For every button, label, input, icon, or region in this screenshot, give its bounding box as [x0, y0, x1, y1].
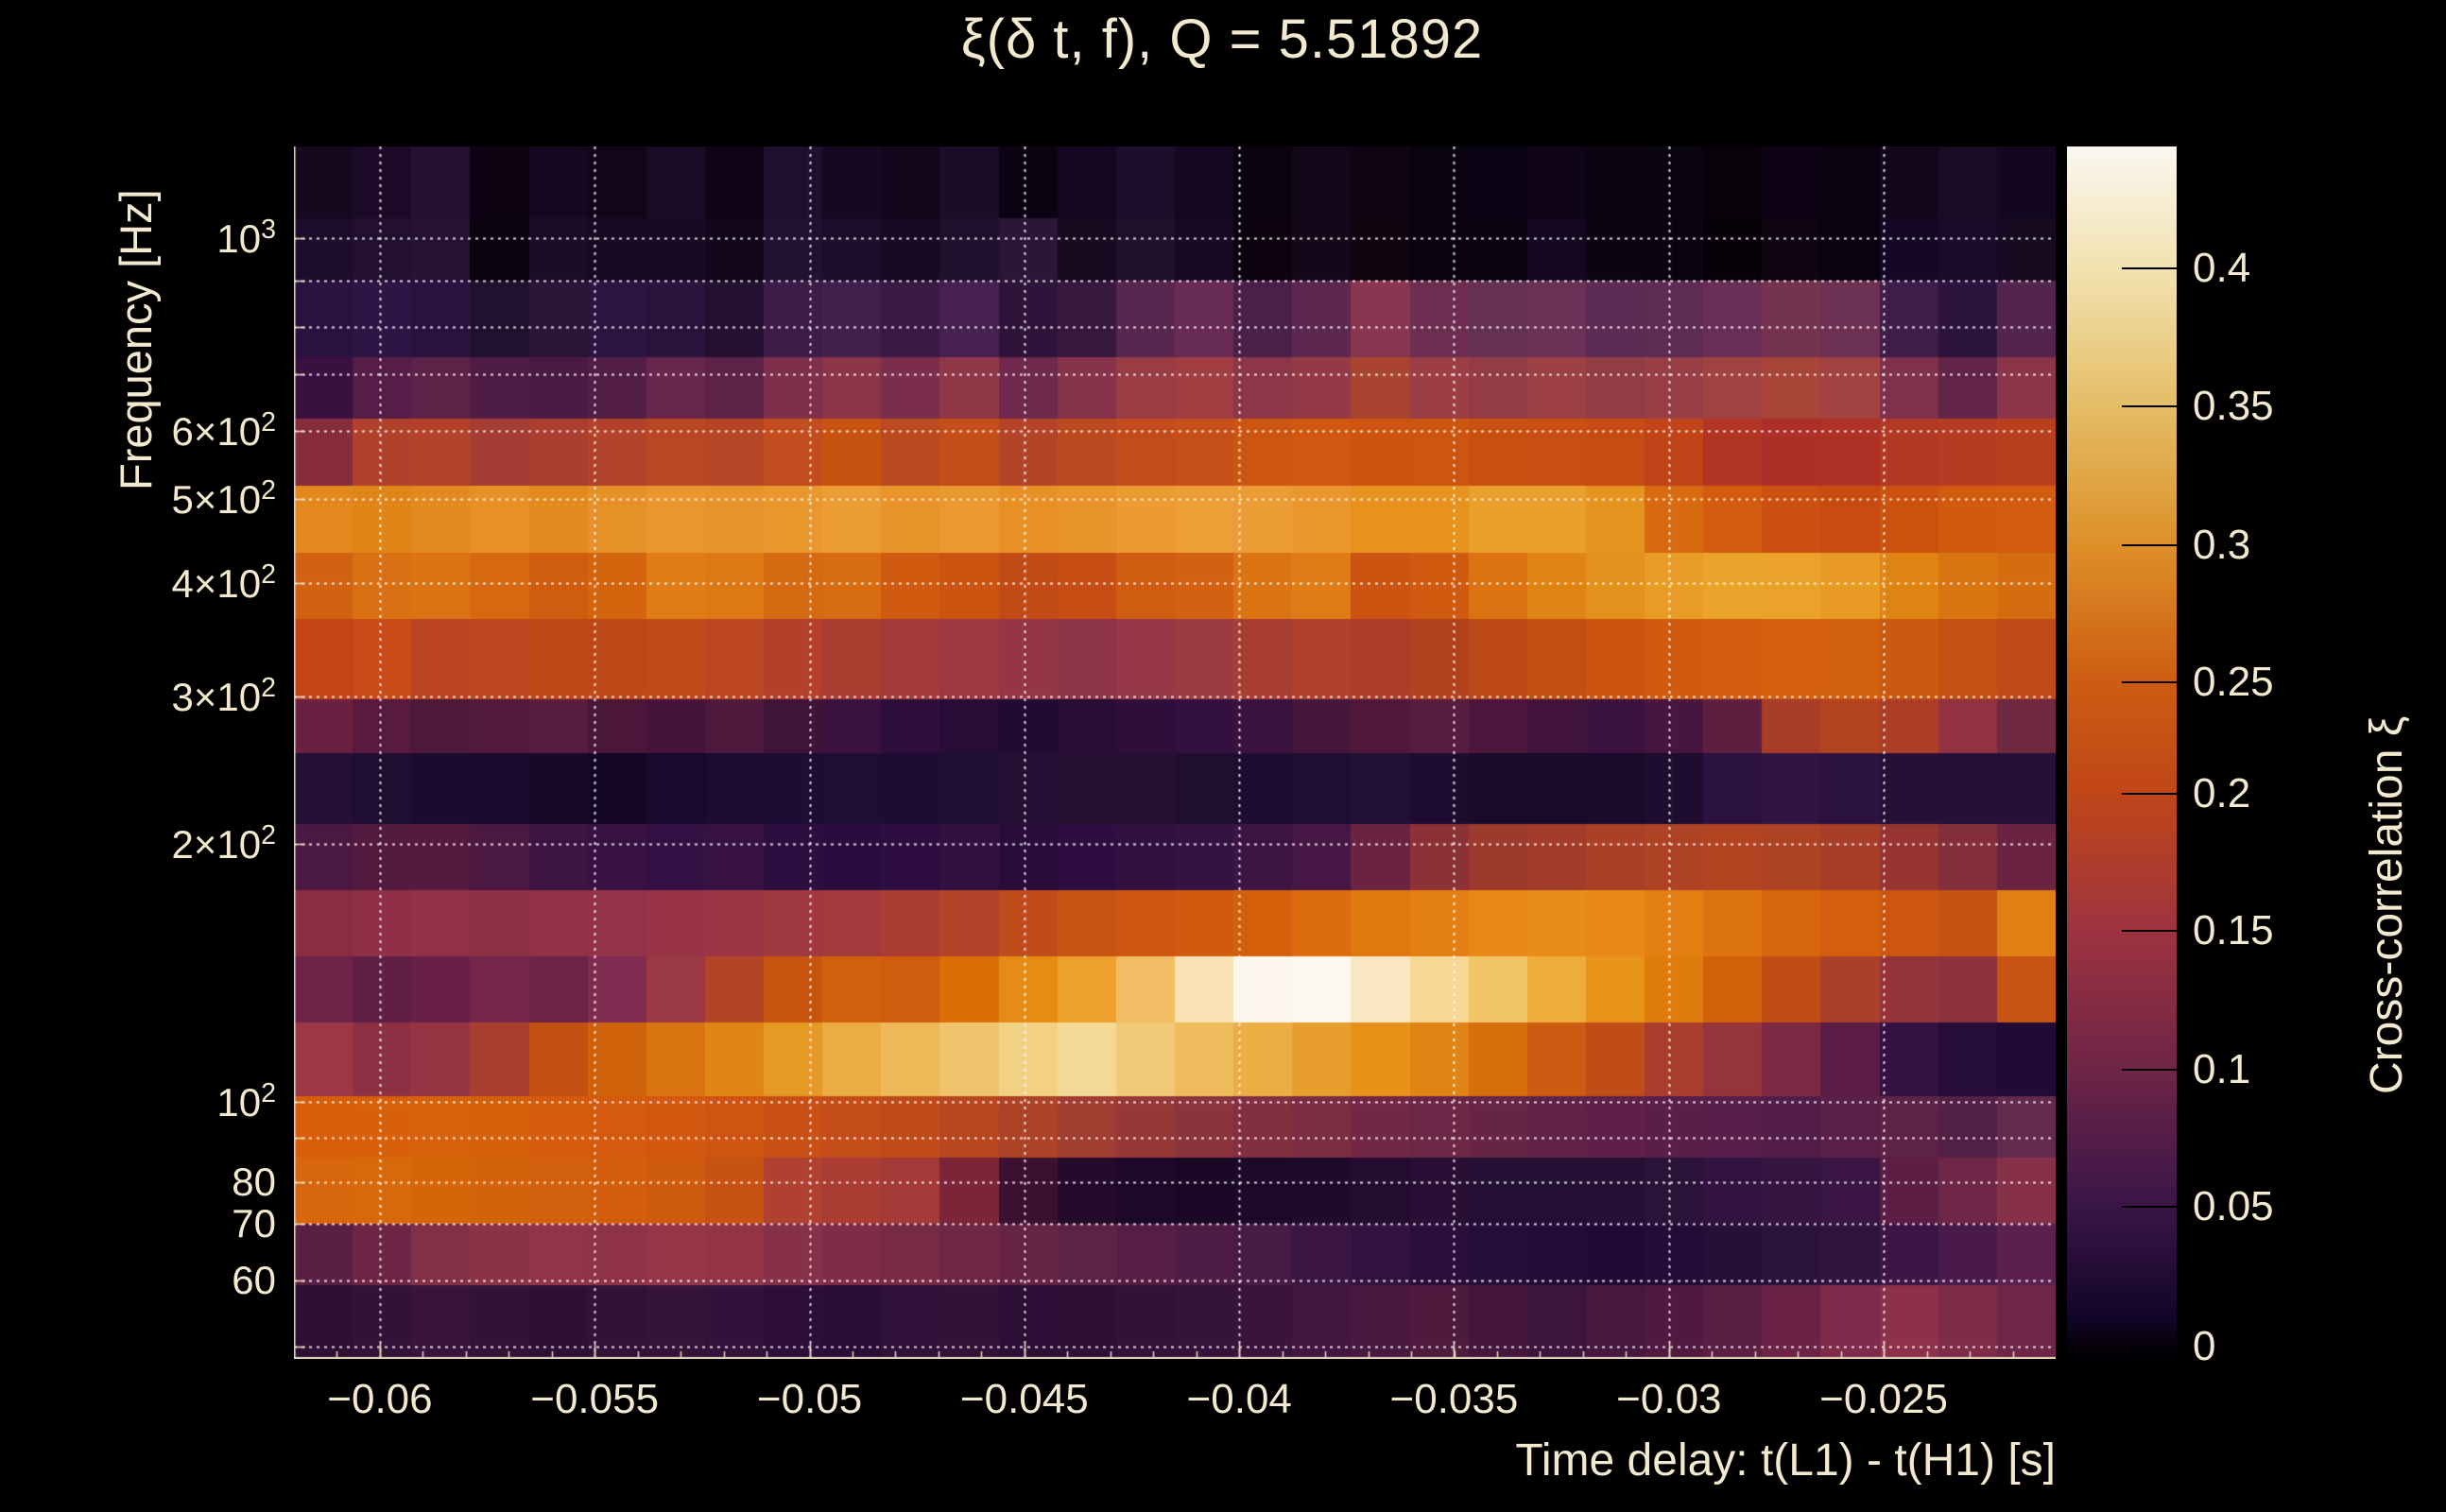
colorbar-tick-label: 0.05 — [2193, 1182, 2274, 1229]
colorbar-tick-label: 0.3 — [2193, 521, 2251, 568]
x-tick-label: −0.05 — [756, 1376, 863, 1422]
x-tick-label: −0.025 — [1819, 1376, 1948, 1422]
y-tick-label: 60 — [232, 1257, 276, 1302]
chart-title: ξ(δ t, f), Q = 5.51892 — [960, 9, 1484, 70]
x-tick-label: −0.03 — [1616, 1376, 1722, 1422]
colorbar-tick-mark — [2122, 793, 2177, 796]
y-tick-label: 4×102 — [171, 559, 277, 606]
colorbar-tick-label: 0.25 — [2193, 658, 2274, 705]
colorbar-tick-mark — [2122, 543, 2177, 546]
colorbar-tick-label: 0.15 — [2193, 906, 2274, 954]
colorbar-tick-label: 0.2 — [2193, 770, 2251, 817]
y-tick-label: 5×102 — [171, 474, 277, 522]
y-axis-title: Frequency [Hz] — [111, 189, 161, 490]
x-tick-label: −0.035 — [1389, 1376, 1519, 1422]
colorbar-tick-mark — [2122, 929, 2177, 932]
colorbar — [2067, 146, 2177, 1367]
y-tick-label: 6×102 — [171, 406, 277, 454]
y-tick-label: 3×102 — [171, 672, 277, 719]
colorbar-tick-mark — [2122, 266, 2177, 269]
y-tick-label: 2×102 — [171, 819, 277, 867]
y-tick-label: 80 — [232, 1160, 276, 1205]
colorbar-tick-mark — [2122, 1069, 2177, 1071]
colorbar-tick-label: 0.35 — [2193, 382, 2274, 429]
x-tick-label: −0.06 — [327, 1376, 433, 1422]
colorbar-tick-mark — [2122, 1205, 2177, 1208]
colorbar-tick-label: 0.4 — [2193, 244, 2251, 291]
y-tick-label: 103 — [216, 214, 276, 261]
colorbar-tick-mark — [2122, 1345, 2177, 1348]
colorbar-tick-mark — [2122, 680, 2177, 683]
colorbar-tick-label: 0 — [2193, 1322, 2216, 1369]
colorbar-tick-label: 0.1 — [2193, 1046, 2251, 1092]
heatmap-canvas — [294, 146, 2056, 1359]
y-tick-label: 70 — [232, 1201, 276, 1246]
colorbar-title: Cross-correlation ξ — [2362, 715, 2412, 1094]
x-tick-label: −0.04 — [1186, 1376, 1292, 1422]
colorbar-tick-mark — [2122, 404, 2177, 407]
x-axis-title: Time delay: t(L1) - t(H1) [s] — [1515, 1435, 2056, 1486]
x-tick-label: −0.045 — [959, 1376, 1089, 1422]
y-tick-label: 102 — [216, 1078, 276, 1125]
x-tick-label: −0.055 — [530, 1376, 660, 1422]
